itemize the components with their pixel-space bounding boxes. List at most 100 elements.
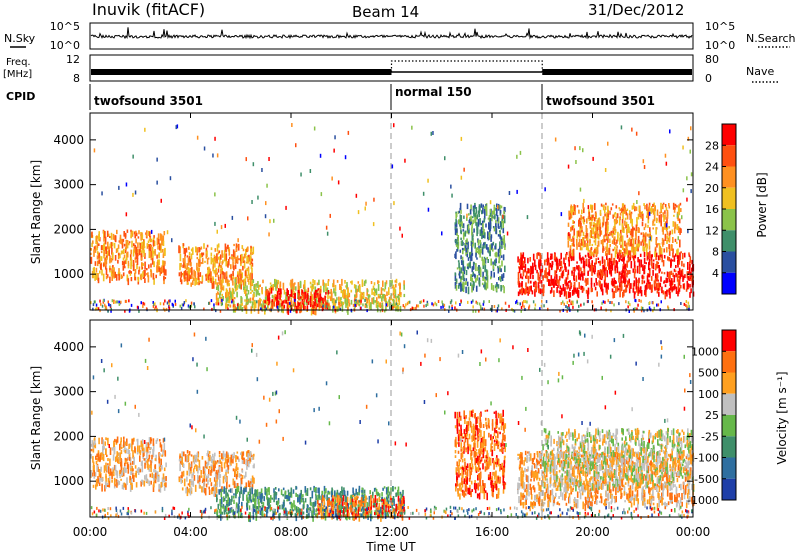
echo-pixel: [400, 292, 402, 295]
echo-pixel: [203, 466, 206, 474]
echo-pixel: [102, 439, 105, 448]
echo-pixel: [297, 307, 299, 311]
echo-pixel: [521, 258, 523, 265]
echo-pixel: [589, 256, 592, 260]
echo-pixel: [500, 276, 502, 282]
echo-pixel: [641, 306, 644, 310]
echo-pixel: [604, 260, 606, 267]
echo-pixel: [577, 230, 580, 237]
echo-pixel: [202, 486, 205, 493]
echo-pixel: [270, 495, 272, 499]
echo-pixel: [159, 243, 161, 251]
echo-pixel: [141, 479, 143, 482]
echo-pixel: [463, 268, 465, 275]
echo-pixel: [358, 506, 360, 511]
echo-pixel: [115, 248, 118, 253]
echo-pixel: [116, 451, 118, 458]
echo-pixel: [469, 209, 472, 215]
echo-pixel: [219, 273, 222, 281]
echo-pixel: [290, 280, 293, 289]
echo-pixel: [616, 266, 619, 274]
echo-pixel: [215, 461, 218, 465]
echo-pixel: [669, 271, 671, 280]
echo-pixel: [218, 472, 220, 480]
echo-pixel: [578, 219, 580, 227]
echo-pixel: [563, 291, 566, 297]
echo-pixel: [672, 202, 675, 210]
echo-pixel: [360, 291, 362, 296]
echo-pixel: [133, 475, 135, 482]
echo-pixel: [337, 180, 340, 185]
echo-pixel: [480, 203, 483, 208]
echo-pixel: [348, 292, 351, 298]
echo-pixel: [141, 234, 144, 240]
echo-pixel: [613, 283, 616, 287]
echo-pixel: [358, 485, 361, 493]
echo-pixel: [161, 481, 163, 488]
echo-pixel: [245, 482, 248, 489]
echo-pixel: [460, 215, 463, 223]
echo-pixel: [254, 489, 257, 496]
echo-pixel: [208, 489, 211, 495]
echo-pixel: [149, 251, 151, 258]
echo-pixel: [195, 277, 198, 285]
echo-pixel: [277, 291, 279, 299]
echo-pixel: [462, 274, 465, 281]
echo-pixel: [499, 234, 501, 239]
echo-pixel: [282, 487, 285, 491]
echo-pixel: [472, 267, 475, 270]
echo-pixel: [397, 295, 400, 300]
echo-pixel: [127, 263, 130, 267]
echo-pixel: [237, 456, 239, 460]
echo-pixel: [619, 257, 621, 261]
echo-pixel: [392, 284, 395, 293]
echo-pixel: [475, 263, 477, 272]
echo-pixel: [180, 306, 183, 310]
echo-pixel: [253, 505, 255, 509]
echo-pixel: [621, 219, 624, 227]
echo-pixel: [317, 487, 319, 494]
echo-pixel: [605, 287, 608, 293]
echo-pixel: [245, 302, 248, 306]
echo-pixel: [627, 241, 630, 245]
echo-pixel: [347, 503, 350, 512]
echo-pixel: [203, 481, 205, 488]
echo-pixel: [129, 476, 132, 481]
echo-pixel: [130, 467, 132, 475]
echo-pixel: [232, 273, 234, 280]
echo-pixel: [147, 443, 150, 449]
echo-pixel: [214, 262, 216, 268]
echo-pixel: [504, 301, 507, 305]
echo-pixel: [137, 445, 139, 452]
echo-pixel: [241, 279, 244, 283]
echo-pixel: [625, 268, 627, 271]
echo-pixel: [225, 476, 227, 483]
echo-pixel: [564, 279, 566, 285]
echo-pixel: [225, 253, 228, 261]
echo-pixel: [478, 273, 480, 276]
echo-pixel: [240, 477, 243, 485]
echo-pixel: [522, 252, 525, 259]
echo-pixel: [198, 247, 200, 253]
echo-pixel: [319, 290, 321, 293]
echo-pixel: [538, 263, 541, 269]
freq-band: [91, 69, 392, 75]
echo-pixel: [435, 303, 438, 307]
echo-pixel: [318, 503, 320, 506]
echo-pixel: [569, 292, 572, 298]
echo-pixel: [210, 456, 213, 464]
echo-pixel: [228, 498, 231, 506]
echo-pixel: [362, 502, 364, 506]
echo-pixel: [100, 256, 103, 261]
echo-pixel: [660, 214, 662, 222]
echo-pixel: [114, 255, 117, 261]
echo-pixel: [122, 472, 125, 477]
echo-pixel: [613, 290, 616, 298]
echo-pixel: [116, 482, 118, 488]
echo-pixel: [582, 202, 584, 209]
echo-pixel: [252, 465, 255, 469]
echo-pixel: [317, 497, 319, 501]
echo-pixel: [596, 282, 598, 286]
echo-pixel: [597, 257, 600, 260]
echo-pixel: [679, 202, 682, 206]
